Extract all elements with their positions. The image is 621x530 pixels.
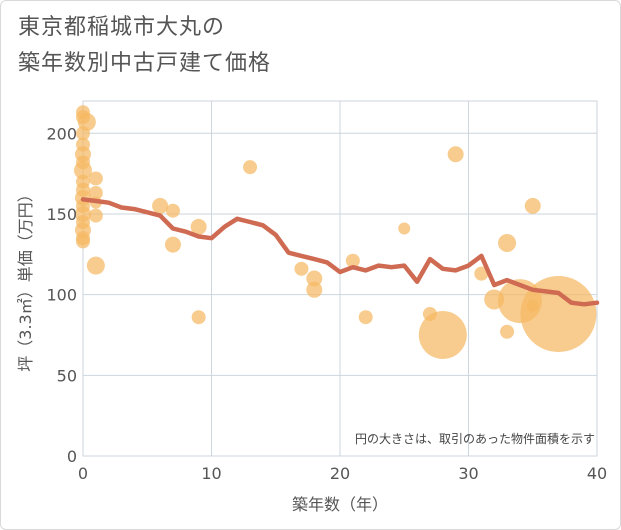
y-tick-label: 100 [46, 286, 77, 305]
data-bubble [418, 310, 467, 359]
x-tick-label: 20 [330, 464, 350, 483]
x-tick-label: 10 [201, 464, 221, 483]
data-bubble [152, 197, 169, 214]
data-bubble [358, 310, 373, 325]
chart-title-line-2: 築年数別中古戸建て価格 [18, 51, 272, 76]
data-bubble [164, 236, 181, 253]
data-bubble [524, 197, 541, 214]
data-bubble [398, 222, 411, 235]
trend-line-group [80, 197, 600, 307]
data-bubble [306, 270, 323, 287]
data-bubble [243, 160, 258, 175]
data-bubble [88, 171, 103, 186]
data-bubble [474, 266, 489, 281]
x-axis-title: 築年数（年） [292, 495, 388, 514]
chart-title-line-1: 東京都稲城市大丸の [18, 15, 226, 40]
data-bubble [76, 126, 90, 141]
y-tick-label: 150 [46, 205, 77, 224]
data-bubble [294, 261, 309, 276]
data-bubble [74, 161, 92, 180]
y-tick-label: 50 [57, 366, 77, 385]
data-bubble [88, 208, 103, 223]
chart-title: 東京都稲城市大丸の 築年数別中古戸建て価格 [18, 10, 271, 82]
data-bubble [345, 253, 360, 268]
y-axis-title: 坪（3.3㎡）単価（万円） [16, 186, 35, 371]
data-bubble [86, 256, 105, 275]
data-bubble [190, 218, 207, 235]
data-bubble [306, 281, 323, 298]
trend-line [80, 197, 600, 307]
x-tick-label: 30 [458, 464, 478, 483]
data-bubble [498, 234, 517, 252]
x-tick-label: 0 [78, 464, 88, 483]
y-tick-label: 200 [46, 124, 77, 143]
data-bubble [191, 310, 206, 325]
data-bubble [76, 234, 90, 249]
data-bubble [165, 203, 180, 218]
y-tick-label: 0 [67, 447, 77, 466]
x-tick-label: 40 [587, 464, 607, 483]
data-bubble [447, 146, 464, 163]
data-bubble [520, 276, 597, 352]
tick-labels: 0 10 20 30 40 0 50 100 150 200 [46, 124, 607, 483]
bubbles [74, 105, 597, 359]
grid [82, 100, 598, 457]
data-bubble [88, 185, 103, 200]
data-bubble [500, 324, 515, 339]
size-annotation: 円の大きさは、取引のあった物件面積を示す [355, 431, 595, 446]
